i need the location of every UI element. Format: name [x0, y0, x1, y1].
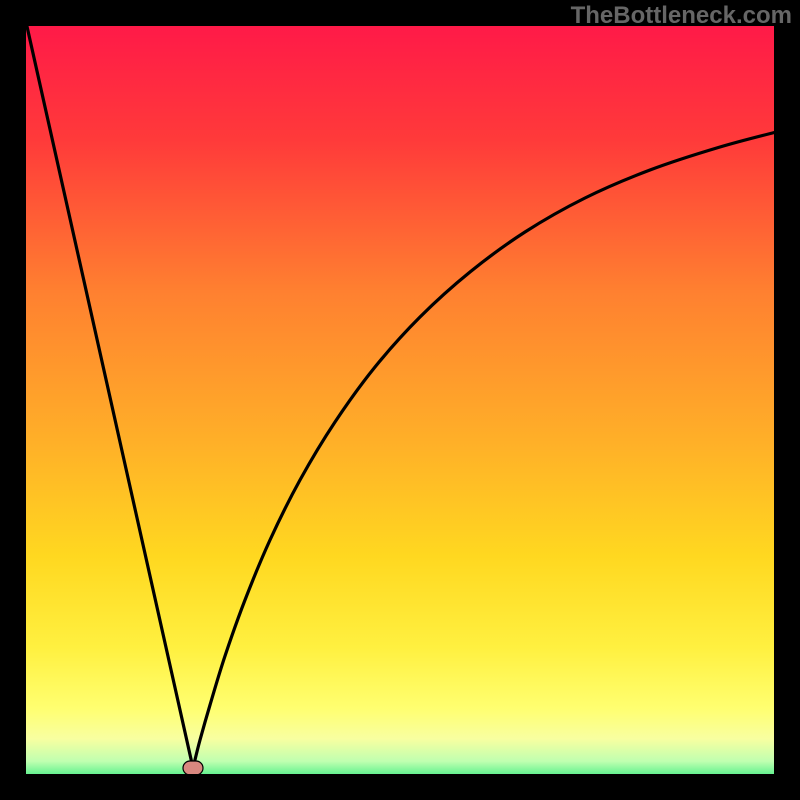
watermark-text: TheBottleneck.com: [571, 2, 792, 30]
bottleneck-chart: [0, 0, 800, 800]
chart-container: TheBottleneck.com: [0, 0, 800, 800]
